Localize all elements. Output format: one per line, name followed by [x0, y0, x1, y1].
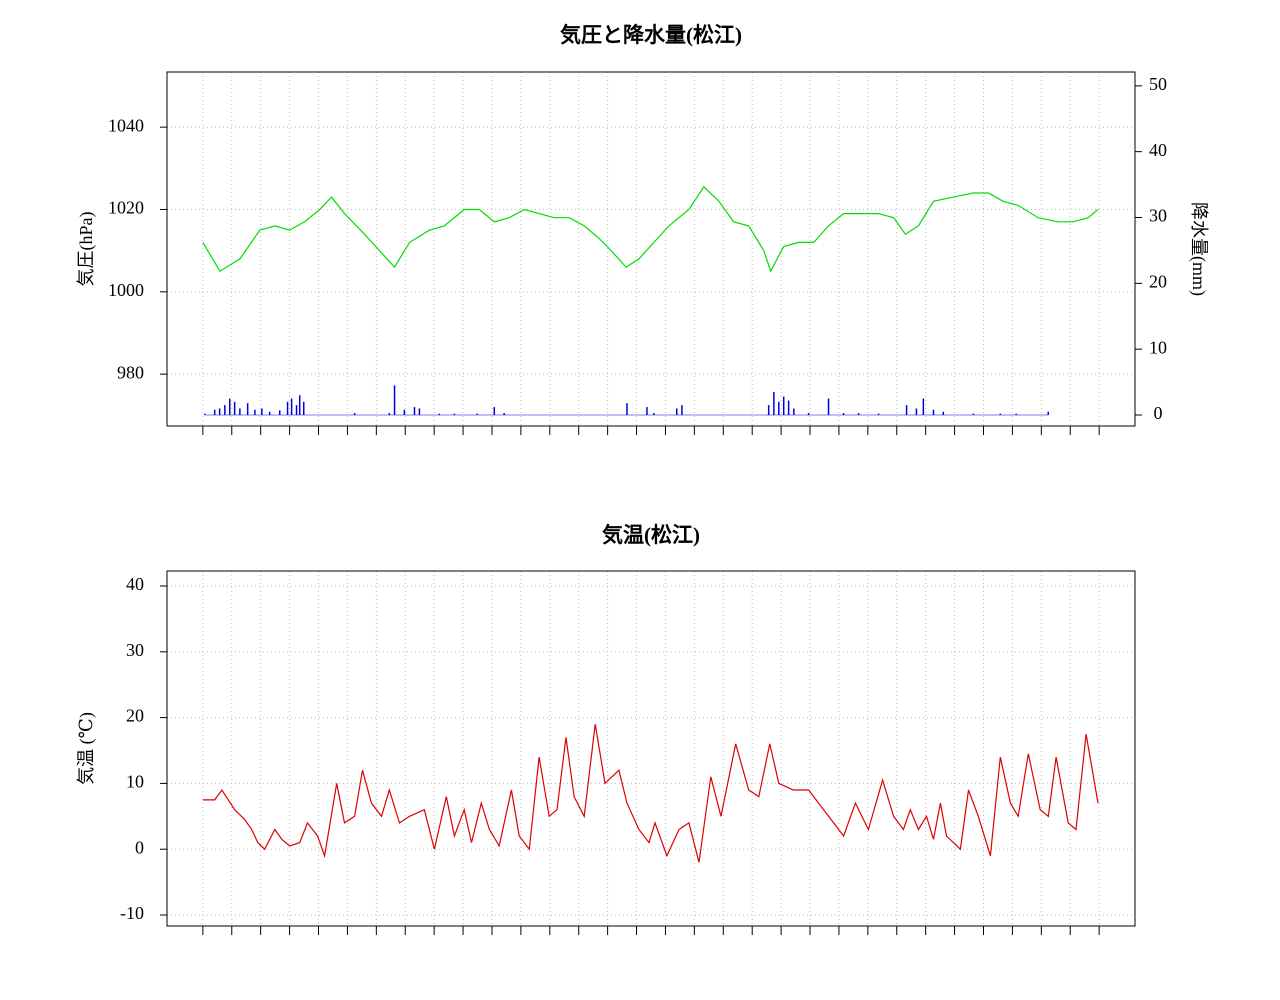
y-tick-label: -10 [120, 903, 144, 923]
y2-tick-label: 0 [1154, 403, 1163, 423]
y-tick-label: 1040 [108, 115, 144, 135]
y2-axis-label: 降水量(mm) [1188, 202, 1209, 296]
y-tick-label: 1020 [108, 198, 144, 218]
y2-tick-label: 10 [1149, 337, 1167, 357]
y-tick-label: 1000 [108, 280, 144, 300]
y-tick-label: 10 [126, 772, 144, 792]
series-line [202, 185, 1099, 273]
plot-frame [166, 570, 1136, 927]
y-tick-label: 20 [126, 706, 144, 726]
y-axis-label: 気温 (℃) [76, 712, 97, 785]
y-tick-label: 0 [135, 837, 144, 857]
y2-tick-label: 30 [1149, 206, 1167, 226]
y2-tick-label: 40 [1149, 140, 1167, 160]
y2-tick-label: 20 [1149, 271, 1167, 291]
y-tick-label: 30 [126, 640, 144, 660]
y-tick-label: 40 [126, 574, 144, 594]
y2-tick-label: 50 [1149, 74, 1167, 94]
series-line [202, 724, 1099, 863]
chart-title: 気温(松江) [602, 523, 700, 547]
y-axis-label: 気圧(hPa) [76, 212, 97, 287]
plot-frame [166, 71, 1136, 427]
chart-title: 気圧と降水量(松江) [560, 23, 742, 47]
y-tick-label: 980 [117, 362, 144, 382]
